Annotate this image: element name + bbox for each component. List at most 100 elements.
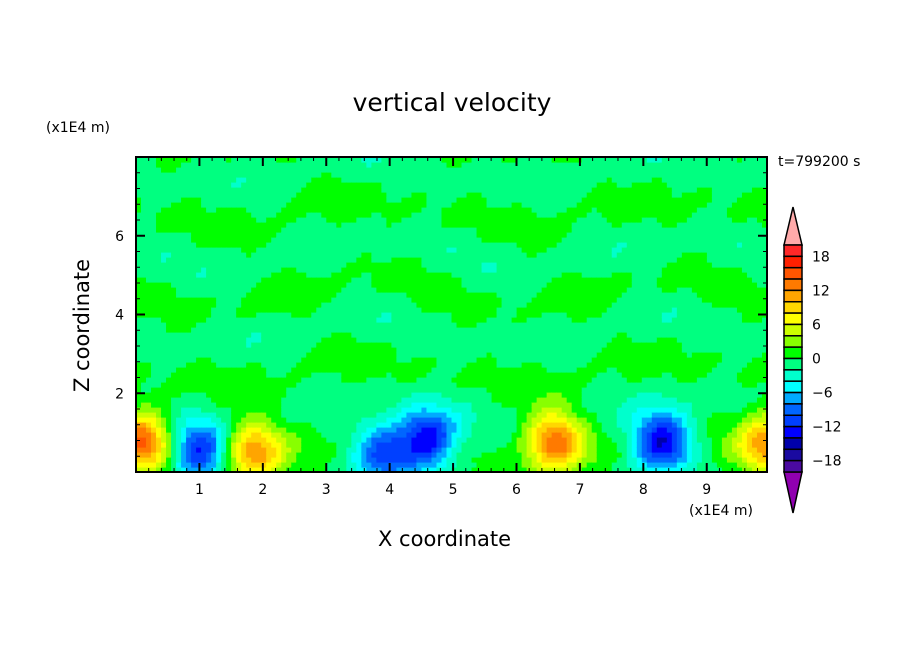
contour-cell — [136, 202, 142, 208]
contour-cell — [141, 442, 147, 448]
contour-cell — [166, 302, 172, 308]
contour-cell — [486, 192, 493, 198]
contour-cell — [501, 422, 508, 428]
contour-cell — [316, 247, 322, 253]
contour-cell — [341, 207, 347, 213]
contour-cell — [221, 452, 227, 458]
contour-cell — [311, 202, 317, 208]
contour-cell — [271, 442, 277, 448]
contour-cell — [256, 342, 262, 348]
contour-cell — [146, 257, 152, 263]
contour-cell — [436, 402, 443, 408]
contour-cell — [456, 462, 463, 468]
contour-cell — [141, 457, 147, 463]
contour-cell — [321, 277, 327, 283]
contour-cell — [446, 217, 453, 223]
contour-cell — [286, 332, 292, 338]
contour-cell — [186, 357, 192, 363]
contour-cell — [466, 352, 473, 358]
contour-cell — [236, 382, 242, 388]
contour-cell — [196, 407, 202, 413]
contour-cell — [156, 362, 162, 368]
contour-cell — [401, 347, 408, 353]
contour-cell — [341, 177, 347, 183]
contour-cell — [356, 192, 362, 198]
contour-cell — [356, 462, 362, 468]
contour-cell — [486, 282, 493, 288]
contour-cell — [406, 352, 413, 358]
contour-cell — [456, 287, 463, 293]
contour-cell — [231, 422, 237, 428]
contour-cell — [401, 462, 408, 468]
contour-cell — [301, 442, 307, 448]
contour-cell — [256, 287, 262, 293]
contour-cell — [486, 442, 493, 448]
contour-cell — [186, 412, 192, 418]
contour-cell — [181, 342, 187, 348]
contour-cell — [206, 182, 212, 188]
contour-cell — [496, 172, 503, 178]
contour-cell — [321, 182, 327, 188]
contour-cell — [456, 457, 463, 463]
contour-cell — [281, 197, 287, 203]
contour-cell — [326, 412, 332, 418]
contour-cell — [341, 192, 347, 198]
contour-cell — [341, 222, 347, 228]
contour-cell — [271, 272, 277, 278]
contour-cell — [316, 397, 322, 403]
contour-cell — [171, 312, 177, 318]
contour-cell — [311, 282, 317, 288]
contour-cell — [221, 462, 227, 468]
contour-cell — [266, 462, 272, 468]
contour-cell — [401, 457, 408, 463]
contour-cell — [296, 367, 302, 373]
contour-cell — [141, 222, 147, 228]
contour-cell — [361, 277, 367, 283]
contour-cell — [171, 432, 177, 438]
contour-cell — [206, 397, 212, 403]
contour-cell — [521, 157, 528, 163]
contour-cell — [476, 187, 483, 193]
contour-cell — [426, 187, 433, 193]
contour-cell — [321, 442, 327, 448]
contour-cell — [206, 462, 212, 468]
contour-cell — [396, 367, 403, 373]
contour-cell — [366, 202, 372, 208]
contour-cell — [176, 427, 182, 433]
contour-cell — [371, 287, 377, 293]
contour-cell — [431, 167, 438, 173]
contour-cell — [201, 272, 207, 278]
contour-cell — [416, 172, 423, 178]
contour-cell — [231, 272, 237, 278]
contour-cell — [461, 332, 468, 338]
contour-cell — [441, 432, 448, 438]
contour-cell — [451, 172, 458, 178]
contour-cell — [161, 207, 167, 213]
contour-cell — [321, 387, 327, 393]
contour-cell — [506, 312, 513, 318]
contour-cell — [451, 357, 458, 363]
contour-cell — [456, 207, 463, 213]
contour-cell — [341, 352, 347, 358]
contour-cell — [431, 302, 438, 308]
contour-cell — [276, 327, 282, 333]
contour-cell — [141, 167, 147, 173]
contour-cell — [336, 227, 342, 233]
contour-cell — [456, 422, 463, 428]
contour-cell — [381, 447, 387, 453]
contour-cell — [266, 197, 272, 203]
contour-cell — [481, 402, 488, 408]
contour-cell — [286, 382, 292, 388]
contour-cell — [436, 267, 443, 273]
contour-cell — [256, 262, 262, 268]
contour-cell — [461, 367, 468, 373]
contour-cell — [171, 342, 177, 348]
contour-cell — [441, 437, 448, 443]
contour-cell — [336, 462, 342, 468]
contour-cell — [481, 262, 488, 268]
contour-cell — [396, 402, 403, 408]
contour-cell — [246, 267, 252, 273]
contour-cell — [136, 277, 142, 283]
contour-cell — [371, 232, 377, 238]
contour-cell — [216, 427, 222, 433]
